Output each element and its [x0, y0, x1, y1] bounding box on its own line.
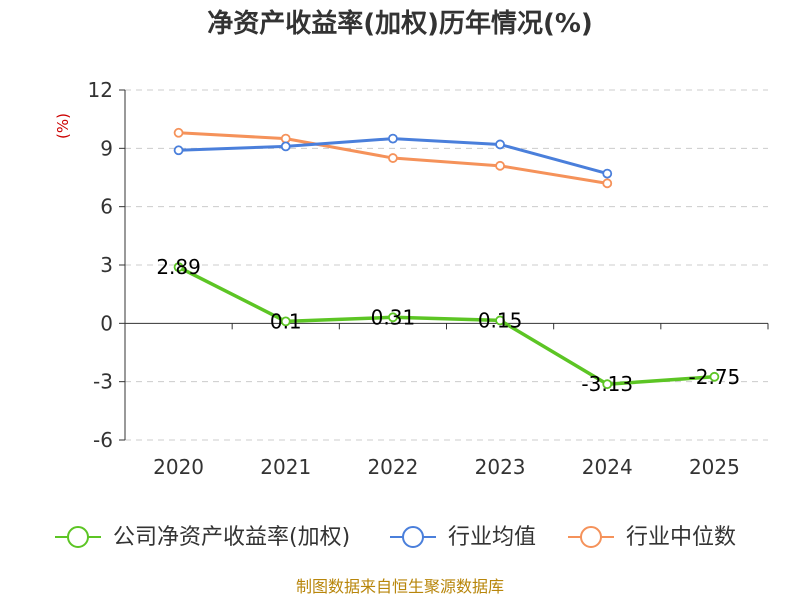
data-point [280, 316, 291, 327]
legend-item: 行业中位数 [568, 525, 736, 550]
x-tick-label: 2020 [153, 455, 204, 479]
data-point [173, 145, 184, 156]
x-tick-label: 2023 [475, 455, 526, 479]
legend-label: 行业中位数 [626, 525, 736, 550]
data-label: 0.31 [371, 305, 416, 329]
data-point [280, 141, 291, 152]
y-tick-label: 6 [100, 195, 113, 219]
y-tick-labels: 12 9 6 3 0 -3 -6 [88, 78, 113, 452]
data-point [388, 153, 398, 163]
data-label: 0.1 [270, 309, 302, 333]
data-point [495, 160, 505, 171]
series-line-0 [177, 265, 715, 386]
data-point [495, 139, 505, 150]
legend-label: 公司净资产收益率(加权) [113, 525, 350, 550]
x-tick-label: 2021 [260, 455, 311, 479]
data-label: -2.75 [689, 365, 741, 389]
data-label: -3.13 [581, 372, 633, 396]
data-point [602, 178, 613, 189]
x-tick-label: 2022 [367, 455, 418, 479]
legend-item: 公司净资产收益率(加权) [55, 525, 350, 550]
legend-item: 行业均值 [390, 525, 536, 550]
data-point [173, 262, 184, 273]
data-point [495, 315, 505, 326]
x-tick-label: 2025 [689, 455, 740, 479]
data-point [388, 133, 398, 144]
y-tick-label: 0 [100, 311, 113, 335]
legend: 公司净资产收益率(加权) 行业均值 行业中位数 [55, 525, 736, 550]
legend-swatch-marker [402, 526, 424, 548]
grid-lines [125, 89, 768, 441]
data-point [173, 127, 184, 138]
x-tick-labels: 2020 2021 2022 2023 2024 2025 [153, 455, 740, 479]
series-layer [173, 127, 720, 390]
data-point [602, 379, 613, 390]
chart-title: 净资产收益率(加权)历年情况(%) [207, 8, 593, 39]
data-label: 0.15 [478, 308, 523, 332]
source-note: 制图数据来自恒生聚源数据库 [296, 577, 504, 596]
y-tick-label: 3 [100, 253, 113, 277]
legend-swatch-marker [67, 526, 89, 548]
data-point [388, 312, 398, 323]
data-point [280, 133, 291, 144]
data-point [709, 371, 720, 382]
axes [119, 89, 769, 441]
y-tick-label: 12 [88, 78, 113, 102]
y-axis-label: (%) [54, 113, 72, 139]
y-tick-label: 9 [100, 136, 113, 160]
y-tick-label: -6 [93, 428, 113, 452]
y-tick-label: -3 [93, 370, 113, 394]
legend-label: 行业均值 [448, 525, 536, 550]
data-point [602, 168, 613, 179]
x-tick-label: 2024 [582, 455, 633, 479]
legend-swatch-marker [580, 526, 602, 548]
data-label: 2.89 [156, 255, 201, 279]
data-labels: 2.89 0.1 0.31 0.15 -3.13 -2.75 [156, 255, 740, 396]
